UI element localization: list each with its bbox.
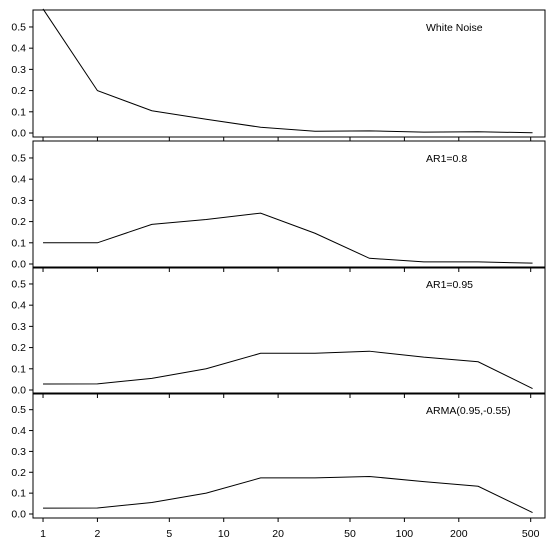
y-tick-label: 0.1 (11, 363, 26, 375)
y-tick-label: 0.2 (11, 342, 26, 354)
y-tick-label: 0.4 (11, 43, 26, 55)
panel-frame (32, 266, 546, 395)
panel-4: 0.0 0.1 0.2 0.3 0.4 0.5 ARMA(0.95,-0.55) (11, 392, 546, 522)
y-tick-label: 0.5 (11, 404, 26, 416)
y-tick-label: 0.0 (11, 259, 26, 271)
panel-frame (32, 392, 546, 519)
x-tick-label: 5 (166, 528, 172, 540)
x-tick-label: 100 (396, 528, 414, 540)
panel-frame (32, 140, 546, 269)
y-tick-label: 0.0 (11, 385, 26, 397)
panel-frame (32, 9, 546, 138)
x-tick-label: 2 (95, 528, 101, 540)
series-line (43, 212, 533, 264)
y-tick-label: 0.4 (11, 425, 26, 437)
panel-1: 0.0 0.1 0.2 0.3 0.4 0.5 White Noise (11, 8, 546, 141)
y-tick-label: 0.4 (11, 300, 26, 312)
panel-2: 0.0 0.1 0.2 0.3 0.4 0.5 AR1=0.8 (11, 140, 546, 272)
x-tick-label: 200 (450, 528, 468, 540)
y-tick-label: 0.3 (11, 446, 26, 458)
series-line (43, 475, 533, 513)
y-tick-label: 0.2 (11, 85, 26, 97)
y-tick-label: 0.3 (11, 195, 26, 207)
y-tick-label: 0.2 (11, 216, 26, 228)
panel-label: ARMA(0.95,-0.55) (426, 405, 511, 417)
x-tick-label: 10 (218, 528, 230, 540)
y-tick-label: 0.1 (11, 488, 26, 500)
x-tick-label: 1 (40, 528, 46, 540)
panel-label: AR1=0.95 (426, 279, 473, 291)
y-tick-label: 0.5 (11, 21, 26, 33)
x-tick-label: 500 (522, 528, 540, 540)
y-tick-label: 0.5 (11, 278, 26, 290)
y-tick-label: 0.1 (11, 237, 26, 249)
x-tick-label: 50 (344, 528, 356, 540)
y-tick-label: 0.4 (11, 174, 26, 186)
y-tick-label: 0.0 (11, 128, 26, 140)
y-tick-label: 0.3 (11, 321, 26, 333)
x-tick-label: 20 (272, 528, 284, 540)
y-tick-label: 0.3 (11, 64, 26, 76)
panel-3: 0.0 0.1 0.2 0.3 0.4 0.5 AR1=0.95 (11, 266, 546, 398)
y-tick-label: 0.0 (11, 509, 26, 521)
y-tick-label: 0.2 (11, 467, 26, 479)
series-line (42, 8, 533, 134)
y-tick-label: 0.1 (11, 106, 26, 118)
series-line (43, 350, 533, 389)
y-tick-label: 0.5 (11, 152, 26, 164)
panel-label: White Noise (426, 22, 483, 34)
panel-label: AR1=0.8 (426, 153, 467, 165)
